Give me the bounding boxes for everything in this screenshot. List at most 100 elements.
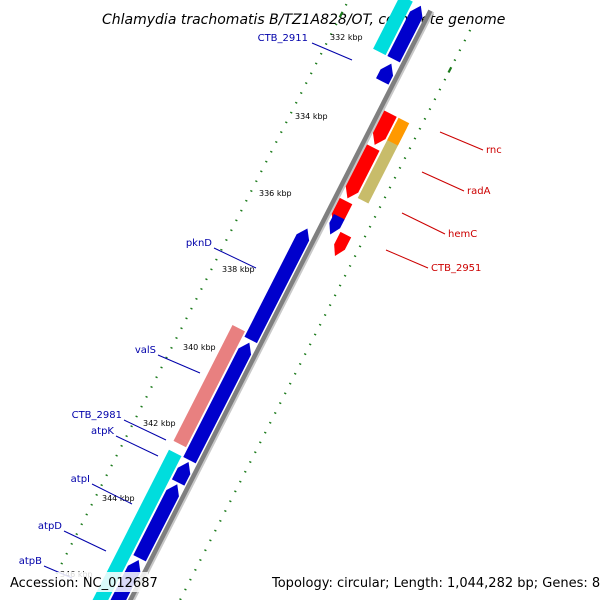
gene-arrow-small <box>376 63 394 85</box>
left-track-tick <box>334 23 338 26</box>
right-track-tick <box>308 343 312 346</box>
gene-label-ctb2911-leader <box>311 42 353 61</box>
left-track-tick <box>309 72 313 75</box>
feature-cyan-top <box>373 0 413 56</box>
backbone-shadow <box>132 11 435 600</box>
right-track-tick <box>268 421 272 424</box>
feature-cyan-bottom <box>92 449 182 600</box>
left-track-tick <box>135 415 138 418</box>
right-track-tick <box>468 29 472 32</box>
left-track-tick <box>175 336 178 340</box>
kbp-label-334: 334 kbp <box>295 112 328 121</box>
right-track-tick <box>373 215 377 219</box>
right-track-tick <box>184 588 187 591</box>
gene-label-ctb2951-leader <box>385 249 429 269</box>
backbone-line <box>127 9 433 600</box>
right-track-tick <box>219 519 222 522</box>
right-track-tick <box>263 431 267 434</box>
right-track-tick <box>453 58 457 62</box>
right-track-tick <box>239 480 242 483</box>
left-track-tick <box>269 150 273 153</box>
left-track-tick <box>260 170 263 173</box>
left-track-tick <box>279 131 283 134</box>
left-track-tick <box>245 199 248 202</box>
right-track-tick <box>229 500 232 503</box>
left-track-tick <box>185 317 188 320</box>
left-track-tick <box>324 42 328 46</box>
genome-title: Chlamydia trachomatis B/TZ1A828/OT, comp… <box>102 12 505 28</box>
right-track-tick <box>443 78 447 81</box>
gene-label-rnc-leader <box>439 131 484 151</box>
left-track-tick <box>329 33 333 36</box>
genome-backbone <box>127 9 435 600</box>
gene-label-ctb2911: CTB_2911 <box>258 33 308 44</box>
right-track-tick <box>318 323 322 326</box>
gene-label-atpk: atpK <box>91 426 114 437</box>
left-track-tick <box>274 140 278 144</box>
right-track-tick <box>293 372 297 375</box>
right-track-tick <box>403 156 407 160</box>
gene-label-atpd: atpD <box>38 521 62 532</box>
right-track-tick <box>283 392 287 395</box>
right-track-tick <box>288 382 292 385</box>
left-track-tick <box>110 464 113 467</box>
right-track-tick <box>433 98 437 101</box>
gene-label-atpi: atpI <box>71 474 90 485</box>
right-track-tick <box>303 353 307 356</box>
right-track-tick <box>234 490 237 493</box>
left-track-tick <box>289 111 293 114</box>
left-track-tick <box>215 258 218 261</box>
right-track-tick <box>244 470 247 473</box>
left-track-tick <box>235 219 238 222</box>
gene-label-atpb: atpB <box>19 556 42 567</box>
left-track-tick <box>190 307 193 310</box>
left-track-tick <box>225 238 228 242</box>
right-track-tick <box>214 529 217 532</box>
gene-arrow-ctb2911 <box>387 5 423 63</box>
left-track-tick <box>240 209 243 212</box>
gene-arrow-hemc-blue <box>329 213 345 235</box>
gene-label-ctb2981: CTB_2981 <box>72 410 122 421</box>
right-track-tick <box>408 147 412 150</box>
left-track-tick <box>150 385 153 389</box>
right-track-tick <box>438 88 442 91</box>
left-track-tick <box>314 62 318 65</box>
gene-label-atpd-leader <box>63 530 107 552</box>
left-track-tick <box>205 278 208 281</box>
right-track-tick <box>388 186 392 189</box>
right-track-tick <box>353 255 357 258</box>
left-track-tick <box>250 189 253 193</box>
gene-labels: CTB_2911 pknD valS CTB_2981 atpK atpI atpD atpB… <box>19 33 502 579</box>
left-track-tick <box>180 327 183 330</box>
kbp-label-344: 344 kbp <box>102 494 135 503</box>
left-track-tick <box>120 444 123 447</box>
left-track-tick <box>75 532 78 536</box>
left-track-tick <box>220 248 223 251</box>
kbp-label-336: 336 kbp <box>259 189 292 198</box>
gene-label-vals-leader <box>157 354 201 374</box>
left-track-tick <box>125 434 128 438</box>
position-labels: 332 kbp 334 kbp 336 kbp 338 kbp 340 kbp … <box>60 33 363 579</box>
right-track-tick <box>323 313 327 317</box>
genome-summary-text: Topology: circular; Length: 1,044,282 bp… <box>271 576 600 591</box>
left-track-tick <box>145 395 148 398</box>
left-track-tick <box>195 297 198 300</box>
right-track-tick <box>423 117 427 121</box>
gene-arrow-rada <box>345 144 380 199</box>
feature-orange <box>387 117 410 146</box>
right-track-tick <box>398 166 402 170</box>
right-track-tick <box>358 245 362 248</box>
right-track-tick <box>209 539 212 542</box>
kbp-label-338: 338 kbp <box>222 265 255 274</box>
right-track-tick <box>338 284 342 287</box>
left-track-tick <box>344 3 348 6</box>
right-track-tick <box>463 39 467 42</box>
right-track-tick <box>378 205 382 209</box>
left-track-tick <box>90 503 93 506</box>
left-track-tick <box>85 513 88 516</box>
right-track-tick <box>194 568 197 571</box>
left-track-tick <box>80 523 83 526</box>
left-track-tick <box>294 101 298 104</box>
gene-label-atpi-leader <box>91 483 133 505</box>
